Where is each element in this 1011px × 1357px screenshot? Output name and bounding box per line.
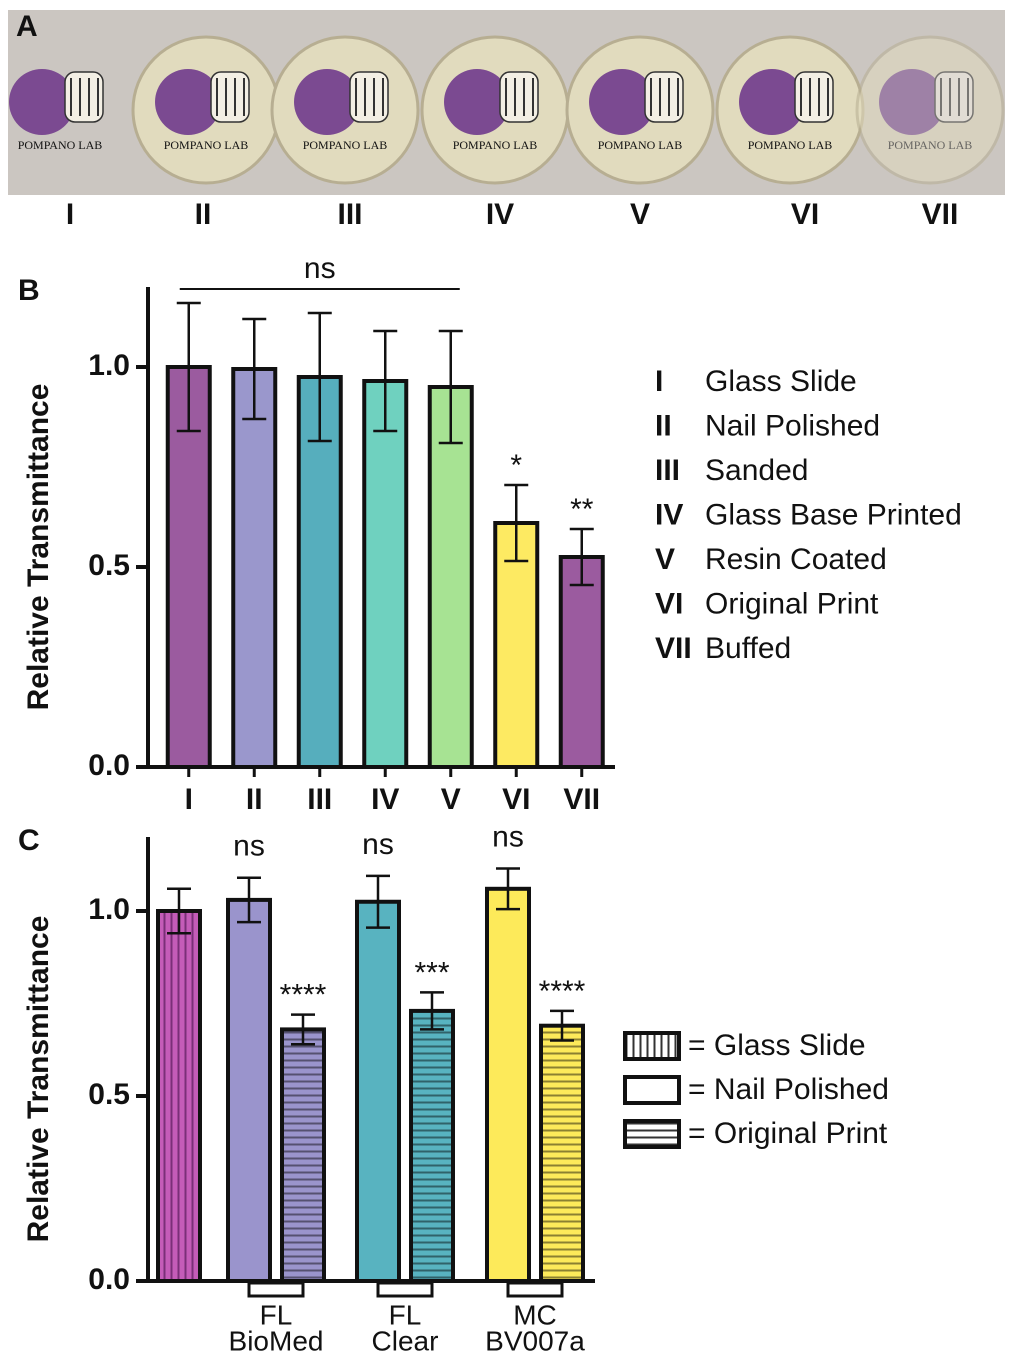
- legend-code: V: [655, 543, 675, 576]
- x-tick-label: I: [185, 783, 193, 816]
- sample-label: I: [66, 198, 74, 231]
- significance: ****: [280, 979, 327, 1012]
- legend-name: Buffed: [705, 632, 791, 665]
- legend-name: Original Print: [705, 587, 879, 620]
- significance: ns: [362, 828, 394, 861]
- bar: [561, 557, 603, 767]
- sample-disc: POMPANO LAB: [422, 37, 568, 183]
- y-tick-label: 1.0: [88, 349, 130, 382]
- x-tick-label: IV: [371, 783, 399, 816]
- sample-label: II: [195, 198, 212, 231]
- figure: APOMPANO LABIPOMPANO LABIIPOMPANO LABIII…: [0, 0, 1011, 1357]
- stamp: POMPANO LAB: [18, 138, 103, 152]
- significance: ****: [539, 975, 586, 1008]
- group-label: BV007a: [485, 1325, 585, 1356]
- y-tick-label: 0.5: [88, 1078, 130, 1111]
- sample-disc: POMPANO LAB: [857, 37, 1003, 183]
- stamp: POMPANO LAB: [748, 138, 833, 152]
- legend-code: IV: [655, 498, 683, 531]
- sample-label: VII: [922, 198, 959, 231]
- significance: ns: [233, 830, 265, 863]
- significance: *: [510, 449, 522, 482]
- legend-code: VI: [655, 587, 683, 620]
- x-tick-label: II: [246, 783, 263, 816]
- bar: [541, 1026, 583, 1281]
- legend-name: Nail Polished: [705, 409, 880, 442]
- legend-name: Sanded: [705, 454, 808, 487]
- bar: [364, 381, 406, 767]
- panel-label: C: [18, 824, 40, 857]
- bar: [411, 1011, 453, 1281]
- group-box: [508, 1283, 562, 1296]
- x-tick-label: V: [441, 783, 461, 816]
- sample-label: IV: [486, 198, 514, 231]
- stamp: POMPANO LAB: [303, 138, 388, 152]
- x-tick-label: III: [307, 783, 332, 816]
- x-tick-label: VII: [563, 783, 600, 816]
- legend-swatch: [625, 1077, 679, 1103]
- group-box: [378, 1283, 432, 1296]
- significance: ***: [414, 956, 449, 989]
- legend-code: III: [655, 454, 680, 487]
- sample-label: VI: [791, 198, 819, 231]
- y-axis-label: Relative Transmittance: [22, 916, 55, 1243]
- y-tick-label: 0.0: [88, 1263, 130, 1296]
- legend-swatch: [625, 1121, 679, 1147]
- sample-label: III: [337, 198, 362, 231]
- y-tick-label: 0.0: [88, 749, 130, 782]
- sample-disc: POMPANO LAB: [717, 37, 863, 183]
- legend-code: VII: [655, 632, 692, 665]
- sample-disc: POMPANO LAB: [272, 37, 418, 183]
- bar: [158, 911, 200, 1281]
- bar: [282, 1029, 324, 1281]
- significance: ns: [492, 820, 524, 853]
- legend-name: Glass Base Printed: [705, 498, 962, 531]
- legend-code: I: [655, 365, 663, 398]
- y-tick-label: 1.0: [88, 893, 130, 926]
- stamp: POMPANO LAB: [164, 138, 249, 152]
- legend-label: = Nail Polished: [688, 1073, 889, 1106]
- y-axis-label: Relative Transmittance: [22, 384, 55, 711]
- legend-swatch: [625, 1033, 679, 1059]
- bracket-label: ns: [304, 252, 336, 285]
- y-tick-label: 0.5: [88, 549, 130, 582]
- sample-disc: POMPANO LAB: [567, 37, 713, 183]
- bar: [357, 902, 399, 1281]
- legend-code: II: [655, 409, 672, 442]
- legend-label: = Original Print: [688, 1117, 888, 1150]
- group-label: Clear: [372, 1325, 439, 1356]
- sample-disc: POMPANO LAB: [133, 37, 279, 183]
- significance: **: [570, 493, 594, 526]
- x-tick-label: VI: [502, 783, 530, 816]
- sample-label: V: [630, 198, 650, 231]
- stamp: POMPANO LAB: [453, 138, 538, 152]
- stamp: POMPANO LAB: [598, 138, 683, 152]
- group-label: BioMed: [229, 1325, 324, 1356]
- stamp: POMPANO LAB: [888, 138, 973, 152]
- sample-disc: POMPANO LAB: [9, 69, 103, 152]
- legend-name: Glass Slide: [705, 365, 857, 398]
- panel-label: A: [16, 10, 38, 43]
- panel-label: B: [18, 274, 40, 307]
- legend-name: Resin Coated: [705, 543, 887, 576]
- group-box: [249, 1283, 303, 1296]
- legend-label: = Glass Slide: [688, 1029, 866, 1062]
- bar: [228, 900, 270, 1281]
- bar: [233, 369, 275, 767]
- bar: [487, 889, 529, 1281]
